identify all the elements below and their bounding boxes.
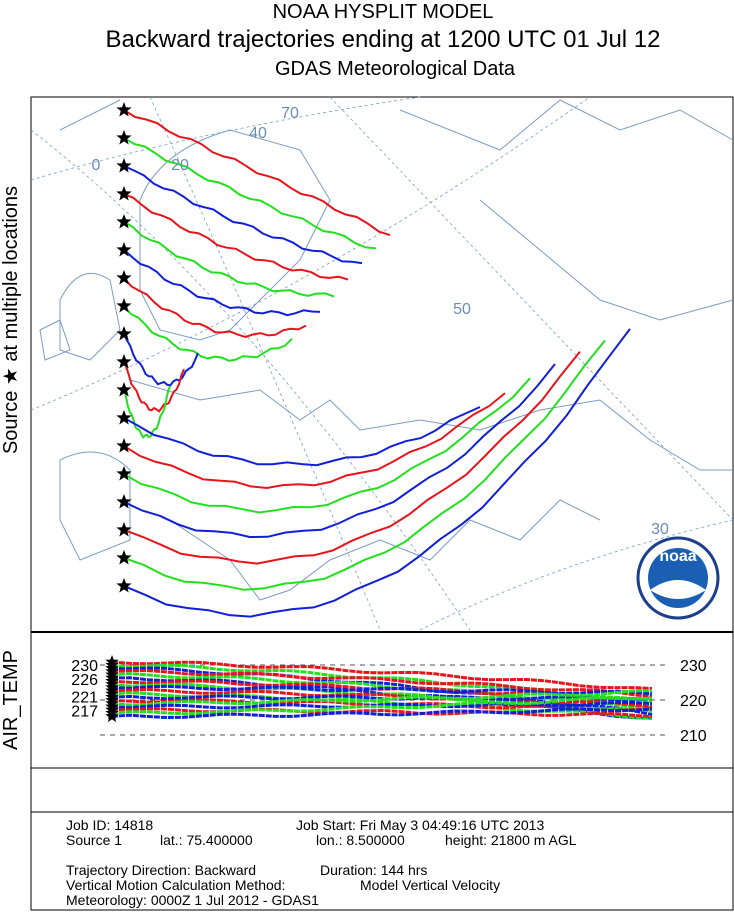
trajectory	[123, 193, 349, 281]
trajectory	[123, 305, 293, 362]
source-star	[116, 578, 132, 593]
trajectories	[116, 102, 631, 618]
y-tick-label: 230	[680, 658, 707, 675]
side-label: Source ★ at multiple locations	[0, 186, 22, 454]
footer-text: Vertical Motion Calculation Method:	[66, 877, 285, 893]
profile-line	[111, 687, 653, 709]
logo-gull	[650, 580, 706, 599]
y-tick-label: 210	[680, 728, 707, 745]
footer-text: lon.: 8.500000	[316, 832, 405, 848]
source-star	[116, 326, 132, 341]
footer-text: Job ID: 14818	[66, 817, 153, 833]
profile-star	[105, 709, 119, 723]
start-label: 221	[71, 690, 98, 707]
profile-label: AIR_TEMP	[0, 650, 22, 750]
y-tick-label: 220	[680, 693, 707, 710]
source-star	[116, 186, 132, 201]
trajectory	[123, 328, 631, 618]
footer-text: Source 1	[66, 832, 122, 848]
trajectory	[123, 221, 335, 298]
title: NOAA HYSPLIT MODEL	[273, 1, 494, 23]
source-star	[116, 438, 132, 453]
grid-label: 30	[651, 521, 669, 538]
trajectory	[123, 406, 481, 467]
footer-text: lat.: 75.400000	[160, 832, 253, 848]
footer-text: Meteorology: 0000Z 1 Jul 2012 - GDAS1	[66, 892, 319, 908]
map-base	[30, 96, 734, 631]
profile-line	[111, 701, 653, 710]
source-star	[116, 522, 132, 537]
profile-line	[111, 660, 653, 690]
trajectory	[123, 333, 199, 387]
trajectory	[123, 249, 321, 317]
source-star	[116, 494, 132, 509]
source-star	[116, 270, 132, 285]
trajectory	[123, 109, 391, 237]
trajectory	[123, 137, 377, 250]
footer-text: Duration: 144 hrs	[320, 862, 427, 878]
profile-line	[111, 691, 653, 720]
trajectory	[123, 377, 531, 514]
grid-label: 20	[171, 157, 189, 174]
source-star	[116, 354, 132, 369]
profile-line	[111, 689, 653, 707]
trajectory	[123, 339, 606, 591]
source-star	[116, 466, 132, 481]
trajectory	[123, 361, 185, 413]
grid-label: 70	[281, 105, 299, 122]
trajectory	[123, 277, 307, 338]
footer-text: Trajectory Direction: Backward	[66, 862, 256, 878]
profile-line	[111, 707, 653, 719]
profile-line	[111, 669, 653, 699]
source-star	[116, 550, 132, 565]
data-source: GDAS Meteorological Data	[275, 58, 516, 80]
footer-text: height: 21800 m AGL	[445, 832, 577, 848]
source-star	[116, 130, 132, 145]
start-label: 217	[71, 704, 98, 721]
trajectory	[123, 385, 171, 440]
start-label: 226	[71, 672, 98, 689]
footer-text: Job Start: Fri May 3 04:49:16 UTC 2013	[296, 817, 544, 833]
frame	[30, 96, 734, 911]
profile-line	[111, 696, 653, 716]
source-star	[116, 102, 132, 117]
source-star	[116, 298, 132, 313]
source-star	[116, 158, 132, 173]
grid-label: 50	[453, 301, 471, 318]
logo-text: noaa	[659, 548, 696, 565]
source-star	[116, 214, 132, 229]
trajectory	[123, 363, 556, 539]
trajectory	[123, 165, 363, 265]
source-star	[116, 410, 132, 425]
source-star	[116, 242, 132, 257]
profile-line	[111, 707, 653, 720]
trajectory	[123, 392, 506, 490]
source-star	[116, 382, 132, 397]
grid-label: 40	[249, 125, 267, 142]
profile-line	[111, 672, 653, 710]
grid-label: 0	[92, 157, 101, 174]
subtitle: Backward trajectories ending at 1200 UTC…	[106, 26, 661, 53]
footer-text: Model Vertical Velocity	[360, 877, 500, 893]
trajectory	[123, 350, 581, 565]
start-label: 230	[71, 658, 98, 675]
